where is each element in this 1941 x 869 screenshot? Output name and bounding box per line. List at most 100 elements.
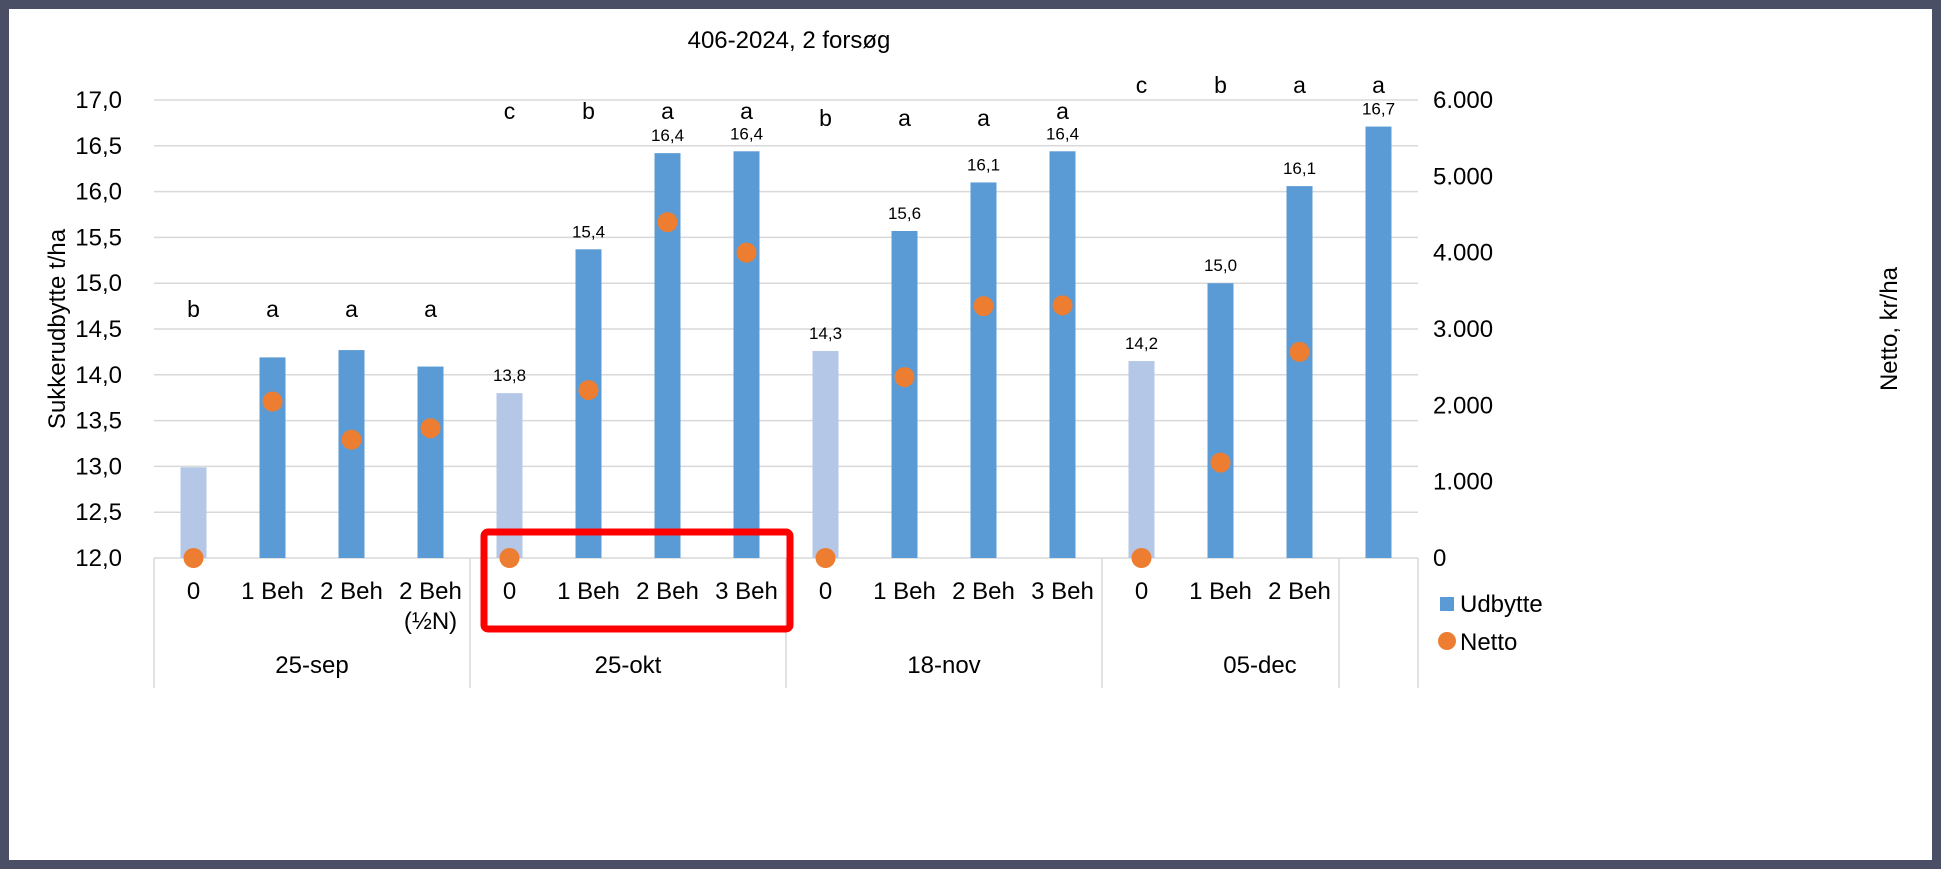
bar-udbytte [812,350,839,558]
y-tick-label: 14,5 [75,316,122,343]
x-category-label: 0 [187,578,200,605]
dot-netto [1289,341,1310,362]
y2-tick-label: 2.000 [1433,392,1493,419]
bar-udbytte [970,182,997,558]
data-label: 15,6 [888,204,921,223]
x-category-label: 3 Beh [715,578,778,605]
data-label: 14,2 [1125,334,1158,353]
x-category-label: 1 Beh [241,578,304,605]
data-label: 16,4 [730,124,763,143]
legend-label-netto: Netto [1460,629,1517,656]
significance-letter: b [187,296,200,322]
x-category-label: 3 Beh [1031,578,1094,605]
bar-udbytte [1128,361,1155,558]
x-group-label: 05-dec [1223,652,1296,679]
y2-axis-title: Netto, kr/ha [1876,266,1903,391]
y-tick-label: 13,0 [75,453,122,480]
x-category-label: 0 [503,578,516,605]
bar-udbytte [338,350,365,558]
y2-tick-label: 0 [1433,545,1446,572]
y2-tick-label: 6.000 [1433,87,1493,114]
bar-udbytte [1049,151,1076,558]
dot-netto [341,429,362,450]
y2-tick-label: 4.000 [1433,240,1493,267]
bar-udbytte [1365,126,1392,559]
data-label: 15,0 [1204,256,1237,275]
legend-marker-udbytte [1440,597,1454,611]
significance-letter: a [424,296,437,322]
dot-netto [1131,548,1152,568]
significance-letter: a [1056,98,1069,124]
dot-netto [894,367,915,388]
chart-frame: 406-2024, 2 forsøg 12,0 12,5 13,0 13,5 14,0 14… [9,9,1932,860]
significance-letter: b [819,105,832,131]
y-tick-label: 15,5 [75,224,122,251]
data-label: 16,7 [1362,100,1395,119]
y-tick-label: 16,0 [75,179,122,206]
bar-udbytte [180,467,207,558]
significance-letter: a [1293,72,1306,98]
x-category-label: 1 Beh [557,578,620,605]
significance-letter: a [898,105,911,131]
y2-tick-label: 5.000 [1433,163,1493,190]
x-category-label: 2 Beh [636,578,699,605]
y2-tick-label: 3.000 [1433,316,1493,343]
data-label: 15,4 [572,222,605,241]
dot-netto [499,548,520,568]
dot-netto [420,418,441,439]
x-group-label: 25-sep [275,652,348,679]
bar-udbytte [891,230,918,558]
x-category-label: 2 Beh [399,578,462,605]
chart: 406-2024, 2 forsøg 12,0 12,5 13,0 13,5 14,0 14… [44,27,1903,688]
dot-netto [657,212,678,233]
significance-letter: a [266,296,279,322]
bar-udbytte [417,366,444,558]
bar-udbytte [259,357,286,558]
chart-title: 406-2024, 2 forsøg [688,27,891,54]
data-label: 16,1 [967,155,1000,174]
y-tick-label: 17,0 [75,87,122,114]
x-category-label: 0 [819,578,832,605]
dot-netto [262,391,283,412]
x-group-label: 25-okt [595,652,662,679]
x-category-label: 1 Beh [873,578,936,605]
y-tick-label: 15,0 [75,270,122,297]
data-label: 14,3 [809,324,842,343]
significance-letter: a [977,105,990,131]
significance-letter: a [1372,72,1385,98]
bar-udbytte [575,249,602,559]
dot-netto [736,242,757,263]
y-tick-label: 16,5 [75,133,122,160]
x-category-label: 2 Beh [1268,578,1331,605]
data-label: 16,4 [651,126,684,145]
x-category-label: 0 [1135,578,1148,605]
bar-udbytte [1207,283,1234,558]
x-category-label: 1 Beh [1189,578,1252,605]
y-tick-label: 12,0 [75,545,122,572]
dot-netto [578,380,599,401]
x-category-label: (½N) [404,608,457,635]
highlight-box [480,528,794,633]
data-label: 16,1 [1283,159,1316,178]
legend-label-udbytte: Udbytte [1460,591,1543,618]
dot-netto [1210,452,1231,473]
significance-letter: a [740,98,753,124]
x-group-label: 18-nov [907,652,980,679]
x-category-label: 2 Beh [952,578,1015,605]
y-axis-title: Sukkerudbytte t/ha [44,228,71,429]
dot-netto [1052,295,1073,316]
significance-letter: a [661,98,674,124]
dot-netto [183,548,204,568]
y-tick-label: 14,0 [75,362,122,389]
data-label: 16,4 [1046,124,1079,143]
legend-marker-netto [1438,632,1456,650]
significance-letter: c [504,98,516,124]
significance-letter: a [345,296,358,322]
dot-netto [815,548,836,568]
y-tick-label: 12,5 [75,499,122,526]
y-tick-label: 13,5 [75,408,122,435]
significance-letter: b [582,98,595,124]
significance-letter: c [1136,72,1148,98]
dot-netto [973,296,994,317]
bar-udbytte [733,151,760,558]
